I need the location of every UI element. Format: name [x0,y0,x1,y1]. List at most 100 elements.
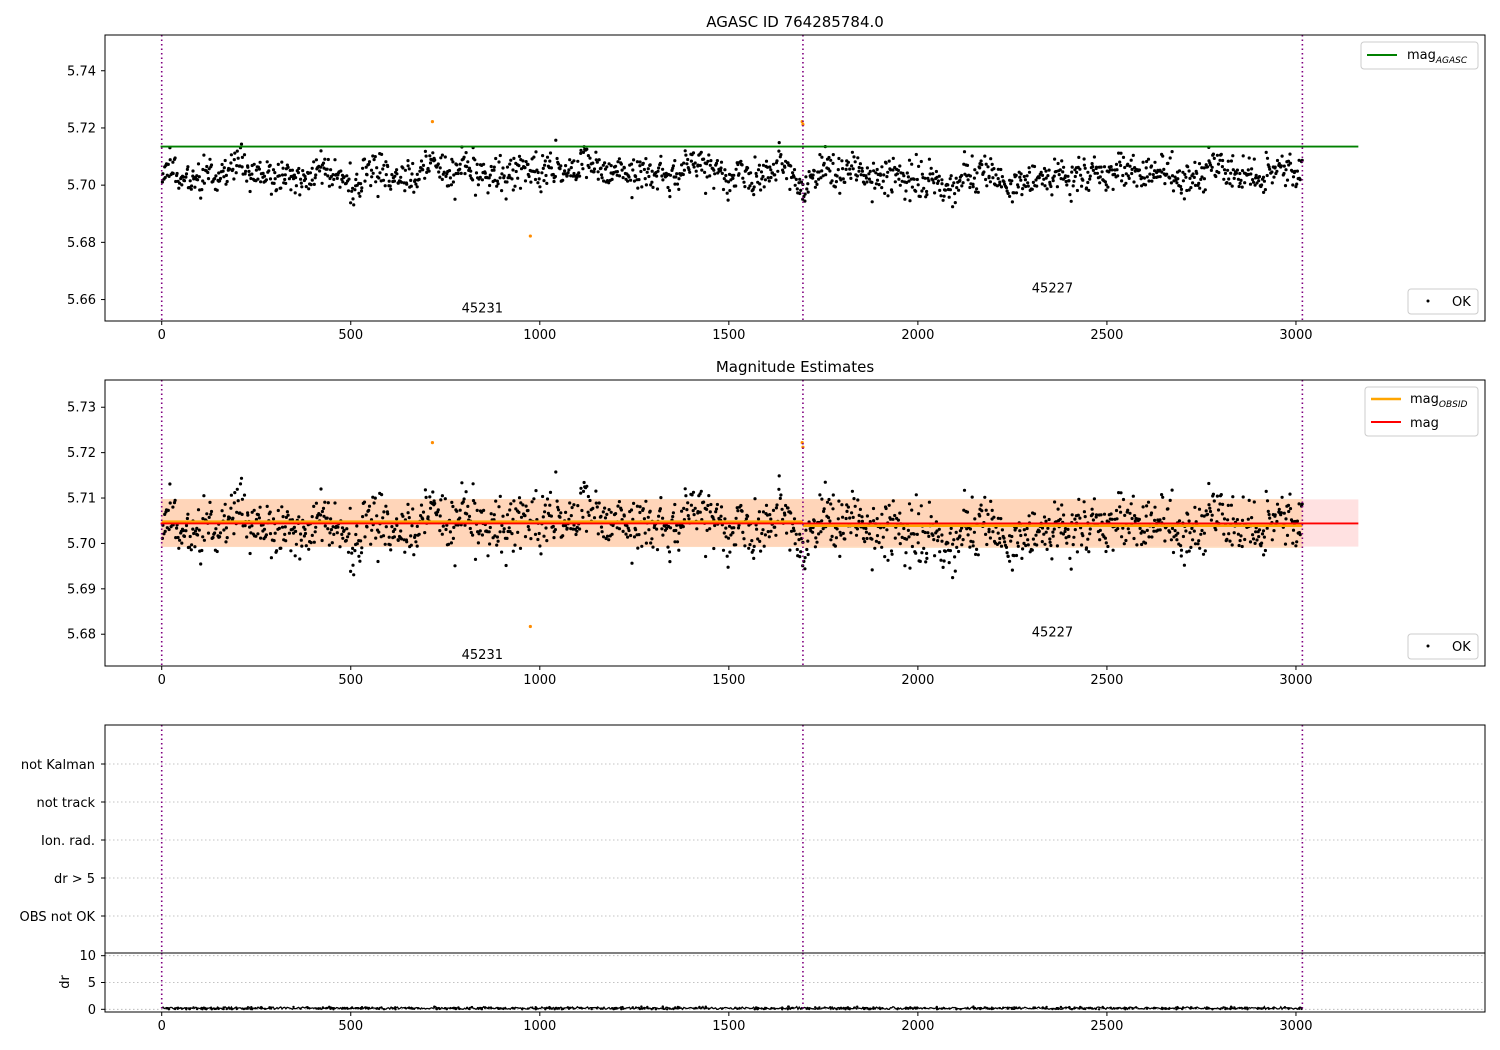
data-point [734,184,738,188]
data-point [465,512,469,516]
data-point [965,510,970,514]
data-point [789,529,794,533]
data-point [577,171,581,175]
data-point [619,162,624,166]
data-point [870,180,874,184]
data-point [1297,502,1301,506]
data-point [283,177,287,182]
dr-point [622,1007,625,1010]
data-point [569,514,573,518]
data-point [414,182,418,186]
data-point [630,561,634,565]
data-point [1110,168,1114,172]
dr-point [808,1007,811,1011]
data-point [351,186,355,190]
data-point [655,187,660,191]
data-point [614,164,618,168]
dr-point [1041,1006,1045,1009]
data-point [617,157,622,161]
data-point [698,510,702,514]
data-point [299,177,303,181]
data-point [1293,169,1297,173]
data-point [189,548,193,552]
data-point [1063,527,1068,531]
data-point [1226,518,1230,522]
data-point [451,180,455,184]
data-point [1203,188,1207,192]
data-point [903,197,907,201]
data-point [898,511,902,515]
data-point [952,181,956,185]
data-point [984,162,988,166]
data-point [510,532,514,536]
data-point [1283,184,1288,188]
dr-point [453,1007,456,1010]
data-point [1098,175,1102,179]
data-point [1273,513,1277,517]
data-point [184,523,189,528]
dr-point [437,1006,440,1010]
data-point [1083,515,1087,519]
legend-marker-ok [1426,644,1430,648]
data-point [1187,188,1191,192]
data-point [1058,517,1062,521]
flag-label-ion-rad: Ion. rad. [41,834,95,849]
dr-point [788,1007,792,1010]
dr-point [228,1007,231,1010]
data-point [467,166,472,170]
data-point [406,502,410,506]
data-point [320,509,324,514]
data-point [265,504,269,508]
data-point [365,173,369,177]
data-point [1143,541,1148,545]
data-point [399,180,404,184]
data-point [619,508,624,512]
data-point [893,513,897,518]
data-point [563,169,567,173]
data-point [1203,549,1207,553]
dr-point [306,1006,309,1009]
data-point [1239,534,1243,538]
data-point [694,169,698,173]
data-point [267,169,271,173]
data-point [594,501,598,505]
data-point [1055,544,1059,548]
data-point [1021,187,1025,191]
data-point [1121,173,1125,178]
data-point [389,187,393,191]
data-point [870,200,874,204]
data-point [910,544,915,549]
data-point [168,501,172,505]
data-point [392,535,396,539]
x-tick-label: 500 [338,673,363,688]
dr-point [185,1008,188,1011]
data-point [1209,168,1213,172]
data-point [744,517,749,521]
dr-point [1194,1007,1198,1010]
data-point [293,554,297,558]
data-point [1179,548,1184,552]
data-point [734,167,738,171]
data-point [488,525,492,530]
data-point [786,161,790,165]
data-point [736,509,740,513]
data-point [323,500,327,504]
data-point [940,539,944,543]
data-point [1014,553,1019,558]
dr-point [1262,1006,1265,1010]
data-point [896,168,901,172]
data-point [264,533,268,537]
data-point [907,502,912,506]
data-point [246,511,250,515]
data-point [309,541,313,545]
data-point [677,187,681,191]
dr-point [531,1006,534,1009]
data-point [635,160,640,164]
dr-point [988,1007,991,1010]
data-point [494,156,498,161]
data-point [256,513,260,517]
data-point [310,533,314,538]
data-point [875,178,880,182]
dr-point [465,1006,469,1009]
data-point [857,513,861,518]
